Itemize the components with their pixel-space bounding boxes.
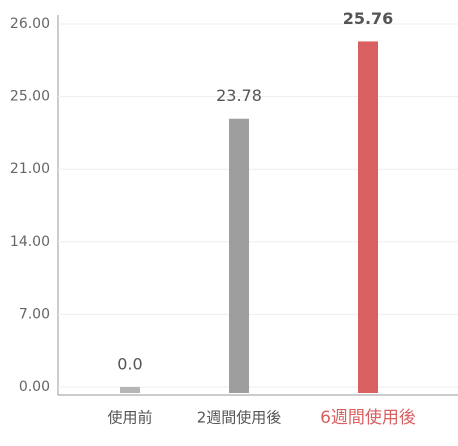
y-tick-label: 7.00 [19,306,50,322]
x-tick-label: 使用前 [107,409,152,427]
y-tick-label: 26.00 [10,16,50,32]
value-label: 23.78 [216,86,262,105]
y-tick-label: 25.00 [10,89,50,105]
bar [358,41,378,393]
value-label: 25.76 [343,9,394,28]
bar [229,118,249,394]
y-tick-label: 21.00 [10,161,50,177]
y-tick-label: 0.00 [19,379,50,395]
bar [120,387,140,393]
value-label: 0.0 [117,355,142,374]
y-tick-label: 14.00 [10,234,50,250]
x-tick-label: 2週間使用後 [197,409,282,427]
x-tick-label: 6週間使用後 [320,407,416,428]
